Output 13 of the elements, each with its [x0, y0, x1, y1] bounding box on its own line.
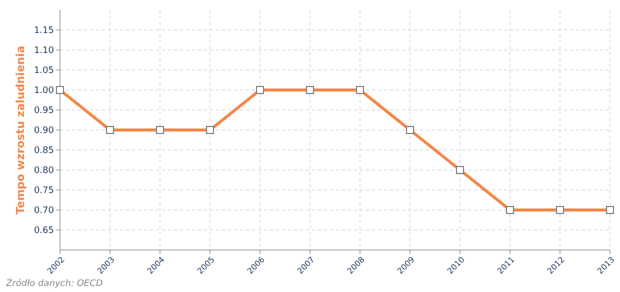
y-tick-label: 0.95 — [34, 106, 54, 116]
y-tick-label: 1.05 — [34, 66, 54, 76]
y-tick-label: 0.65 — [34, 226, 54, 236]
y-axis-title: Tempo wzrostu zaludnienia — [14, 46, 27, 214]
y-tick-label: 1.10 — [34, 46, 54, 56]
y-tick-label: 1.00 — [34, 86, 54, 96]
text: Źródło danych: OECD — [5, 277, 103, 289]
y-tick-label: 0.75 — [34, 186, 54, 196]
y-tick-label: 0.85 — [34, 146, 54, 156]
y-tick-label: 0.70 — [34, 206, 54, 216]
y-tick-label: 0.90 — [34, 126, 54, 136]
y-tick-label: 1.15 — [34, 26, 54, 36]
y-tick-label: 0.80 — [34, 166, 54, 176]
